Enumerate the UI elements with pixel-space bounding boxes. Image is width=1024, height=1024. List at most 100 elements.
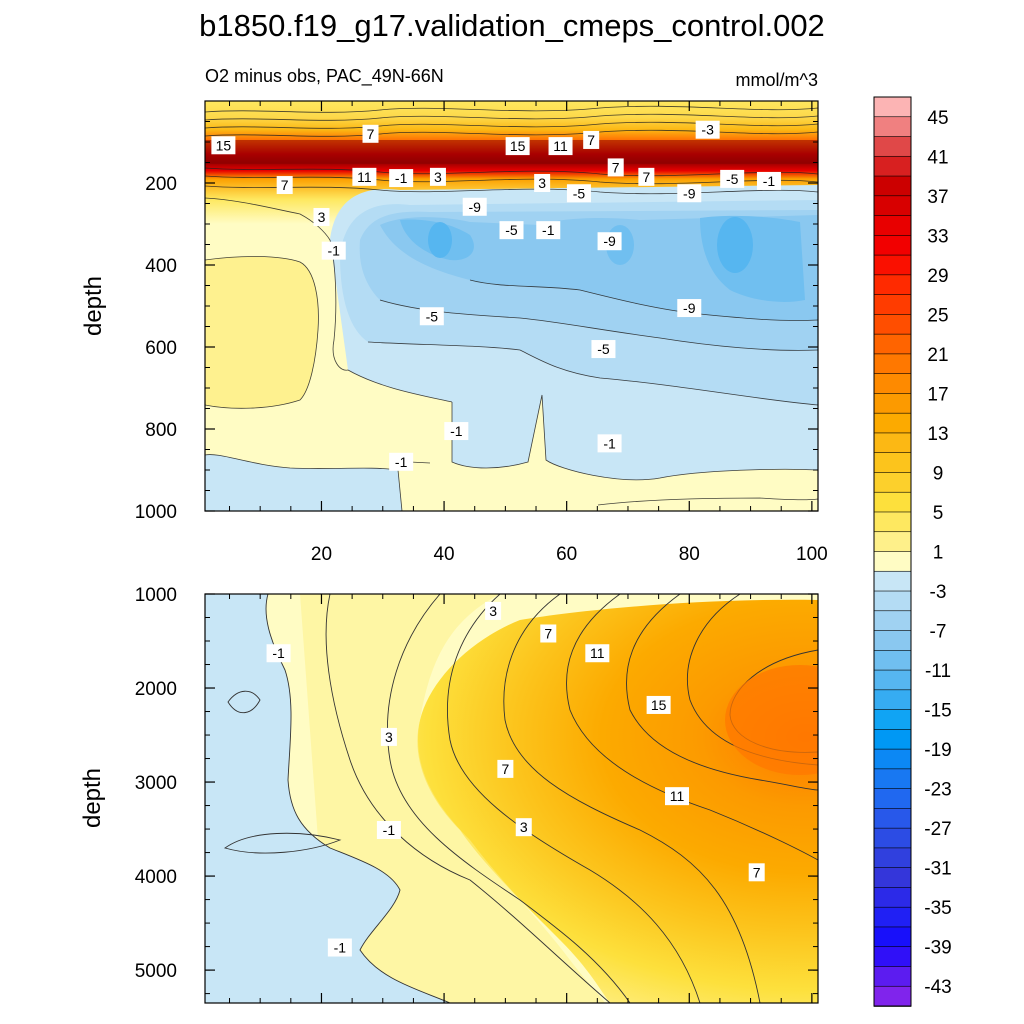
colorbar-label: 37: [927, 187, 948, 208]
colorbar-swatch: [873, 116, 912, 138]
y-tick-label: 600: [145, 338, 177, 359]
upper-contour-labels: 15 7 7 3 -1 11 -1 3 -9 15 11 7 3 -5 -1 -5 -9 7 7 -3 -5 -9 -1 -5…: [211, 120, 781, 471]
colorbar-label: 1: [933, 543, 944, 564]
contour-label-text: -1: [395, 170, 408, 186]
x-tick-label: 40: [433, 544, 454, 565]
colorbar-swatch: [873, 452, 912, 474]
x-tick-label: 80: [679, 544, 700, 565]
colorbar-swatch: [873, 195, 912, 217]
contour-label-text: 15: [510, 138, 526, 154]
colorbar-swatch: [873, 827, 912, 849]
contour-label: 7: [638, 167, 655, 186]
contour-label-box: [352, 167, 377, 186]
contour-label: 3: [380, 727, 397, 746]
x-tick-label: 100: [796, 544, 828, 565]
contour-label-box: [313, 208, 330, 227]
colorbar-swatch: [873, 650, 912, 671]
y-tick-label: 200: [145, 174, 177, 195]
contour-label-text: -9: [468, 199, 481, 215]
contour-label-text: -1: [383, 822, 396, 838]
colorbar-swatch: [873, 630, 912, 652]
contour-label-text: 7: [367, 126, 375, 142]
contour-label-text: 3: [489, 603, 497, 619]
colorbar-swatch: [873, 709, 912, 731]
colorbar-swatch: [873, 215, 912, 237]
colorbar-label: -23: [924, 780, 951, 801]
colorbar-label: 21: [927, 345, 948, 366]
contour-label: 7: [497, 759, 514, 778]
contour-label-box: [646, 695, 671, 714]
contour-label: 7: [583, 130, 600, 149]
y-tick-label: 1000: [135, 502, 177, 523]
colorbar-label: -19: [924, 740, 951, 761]
contour-label-text: -5: [726, 171, 739, 187]
y-tick-label: 5000: [135, 961, 177, 982]
y-tick-label: 2000: [135, 679, 177, 700]
contour-label-box: [266, 644, 291, 663]
colorbar-label: -39: [924, 938, 951, 959]
contour-label-text: 11: [590, 645, 605, 661]
contour-label: -9: [462, 197, 487, 216]
contour-label-text: -5: [597, 341, 610, 357]
colorbar-swatch: [873, 136, 912, 158]
contour-label: 7: [607, 158, 624, 177]
contour-label-box: [327, 938, 352, 957]
colorbar-swatch: [873, 808, 912, 829]
contour-label-box: [720, 169, 745, 188]
colorbar-swatch: [873, 373, 912, 395]
colorbar-swatch: [873, 985, 912, 1007]
contour-label-text: -1: [334, 940, 347, 956]
contour-label-text: -1: [395, 454, 408, 470]
contour-label-box: [429, 167, 446, 186]
contour-label-box: [638, 167, 655, 186]
colorbar-swatch: [873, 432, 912, 454]
upper-contour-fill: [205, 101, 818, 511]
colorbar-swatch: [873, 175, 912, 197]
contour-label-text: 3: [385, 729, 393, 745]
contour-label-box: [444, 422, 469, 441]
contour-label-text: 7: [544, 625, 552, 641]
contour-label: -1: [756, 171, 781, 190]
contour-label-box: [380, 727, 397, 746]
colorbar-swatch: [873, 531, 912, 553]
contour-label: -5: [419, 307, 444, 326]
colorbar: 45 41 37 33 29 25 21 17 13 9 5 1 -3 -7 -11 -15 -19 -23 -27…: [873, 96, 952, 1007]
contour-label: 3: [313, 208, 330, 227]
contour-label-box: [497, 759, 514, 778]
colorbar-swatch: [873, 906, 912, 928]
contour-label-text: -9: [683, 300, 696, 316]
contour-label: 15: [211, 136, 236, 155]
colorbar-swatch: [873, 353, 912, 375]
colorbar-label: -11: [925, 661, 951, 682]
colorbar-label: 13: [927, 424, 948, 445]
contour-label: 15: [505, 137, 530, 156]
contour-label-text: -9: [603, 233, 616, 249]
lower-panel: 3 7 11 -1 15 3 7 11 3 -1 7 -1 1000 2000 3000 4000 5000: [135, 585, 819, 1004]
lower-contour-fill: [205, 594, 818, 1003]
colorbar-swatch: [873, 768, 912, 790]
contour-label-text: -1: [450, 423, 463, 439]
colorbar-swatch: [873, 472, 912, 494]
colorbar-swatch: [873, 274, 912, 296]
colorbar-swatch: [873, 551, 912, 573]
contour-label: -1: [327, 938, 352, 957]
contour-label: 7: [540, 624, 557, 643]
contour-label-text: -1: [272, 645, 285, 661]
contour-label: 7: [748, 863, 765, 882]
colorbar-label: -43: [924, 977, 951, 998]
contour-label-text: 11: [670, 788, 685, 804]
contour-label-box: [677, 184, 702, 203]
contour-label-text: 7: [642, 169, 650, 185]
colorbar-swatch: [873, 729, 912, 750]
colorbar-swatch: [873, 590, 912, 612]
colorbar-label: -7: [930, 622, 947, 643]
contour-label-box: [485, 601, 502, 620]
contour-label-text: -1: [542, 222, 555, 238]
contour-label: 7: [362, 124, 379, 143]
contour-label-box: [389, 452, 414, 471]
contour-label-box: [540, 624, 557, 643]
lower-y-axis-title: depth: [79, 768, 106, 828]
contour-label-box: [585, 644, 610, 663]
contour-label-text: 3: [318, 209, 326, 225]
colorbar-swatch: [873, 887, 912, 908]
